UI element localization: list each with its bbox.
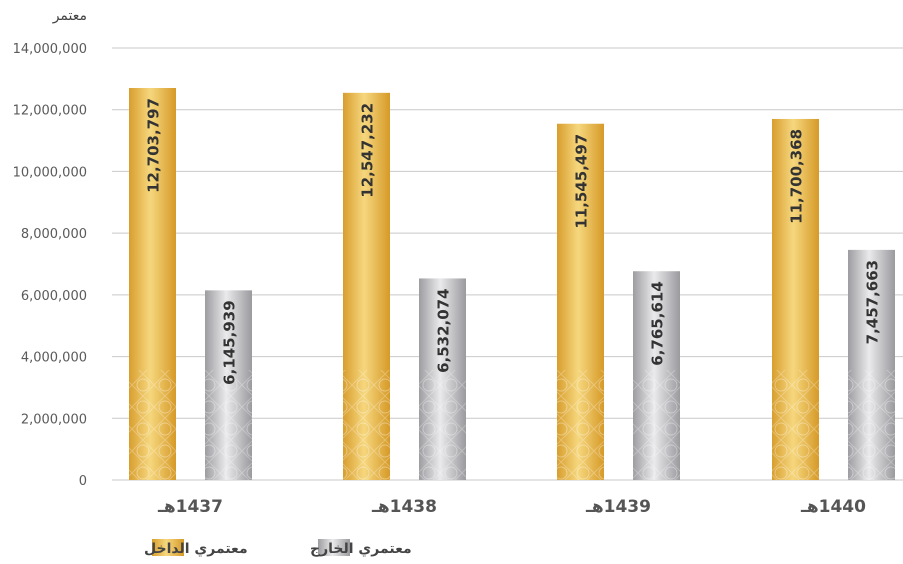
y-axis-ticks: 0 2,000,000 4,000,000 6,000,000 8,000,000 10,… xyxy=(13,42,87,489)
bar-ornament xyxy=(772,370,819,480)
bars: 12,703,797 6,145,939 12,547,232 6,532,074 11… xyxy=(129,87,895,480)
x-category-label: 1437هـ xyxy=(157,497,223,517)
x-category-label: 1440هـ xyxy=(800,497,866,517)
bar-ornament xyxy=(419,370,466,480)
y-tick-label: 6,000,000 xyxy=(21,289,87,304)
x-category-label: 1438هـ xyxy=(371,497,437,517)
bar-value-label: 6,145,939 xyxy=(221,300,239,384)
y-tick-label: 4,000,000 xyxy=(21,351,87,366)
legend-label-domestic: معتمري الداخل xyxy=(144,541,248,558)
x-axis-categories: 1437هـ 1438هـ 1439هـ 1440هـ xyxy=(157,497,866,517)
bar-value-label: 12,703,797 xyxy=(145,98,163,193)
legend-swatch-domestic xyxy=(152,539,184,556)
y-tick-label: 0 xyxy=(79,474,87,489)
bar-value-label: 6,532,074 xyxy=(435,288,453,372)
bar-ornament xyxy=(129,370,176,480)
bar-ornament xyxy=(848,370,895,480)
y-tick-label: 2,000,000 xyxy=(21,412,87,427)
y-tick-label: 12,000,000 xyxy=(13,104,87,119)
bar-ornament xyxy=(633,370,680,480)
legend-swatch-international xyxy=(318,539,350,556)
y-tick-label: 14,000,000 xyxy=(13,42,87,57)
bar-value-label: 12,547,232 xyxy=(359,103,377,198)
bar-ornament xyxy=(557,370,604,480)
bar-value-label: 6,765,614 xyxy=(649,281,667,365)
legend: معتمري الداخل معتمري الخارج xyxy=(144,539,412,558)
bar-ornament xyxy=(343,370,390,480)
y-tick-label: 8,000,000 xyxy=(21,227,87,242)
bar-value-label: 11,545,497 xyxy=(573,134,591,229)
legend-label-international: معتمري الخارج xyxy=(310,541,412,558)
y-axis-label: معتمر xyxy=(52,8,87,24)
x-category-label: 1439هـ xyxy=(585,497,651,517)
bar-ornament xyxy=(205,370,252,480)
y-tick-label: 10,000,000 xyxy=(13,165,87,180)
bar-value-label: 7,457,663 xyxy=(864,260,882,344)
bar-value-label: 11,700,368 xyxy=(788,129,806,224)
